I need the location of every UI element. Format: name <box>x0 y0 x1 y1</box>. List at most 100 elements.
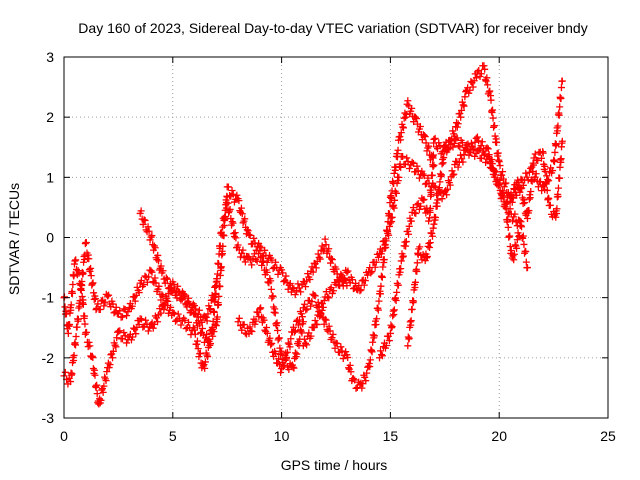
data-point-marker <box>307 332 315 340</box>
data-point-marker <box>214 301 222 309</box>
data-point-marker <box>154 251 162 259</box>
data-point-marker <box>499 193 507 201</box>
data-point-marker <box>427 190 435 198</box>
data-point-marker <box>450 170 458 178</box>
data-point-marker <box>480 62 488 70</box>
data-point-marker <box>473 133 481 141</box>
data-point-marker <box>381 241 389 249</box>
data-point-marker <box>239 246 247 254</box>
data-point-marker <box>363 369 371 377</box>
data-point-marker <box>428 171 436 179</box>
data-point-marker <box>291 349 299 357</box>
data-point-marker <box>267 341 275 349</box>
data-point-marker <box>253 257 261 265</box>
data-point-marker <box>275 355 283 363</box>
data-point-marker <box>263 329 271 337</box>
data-point-marker <box>458 155 466 163</box>
data-point-marker <box>546 201 554 209</box>
data-point-marker <box>504 209 512 217</box>
data-point-marker <box>325 294 333 302</box>
data-point-marker <box>328 334 336 342</box>
data-point-marker <box>558 77 566 85</box>
data-point-marker <box>376 290 384 298</box>
data-point-marker <box>543 186 551 194</box>
data-point-marker <box>412 113 420 121</box>
data-point-marker <box>478 138 486 146</box>
data-point-marker <box>191 330 199 338</box>
data-point-marker <box>101 298 109 306</box>
data-point-marker <box>163 294 171 302</box>
data-point-marker <box>293 350 301 358</box>
data-point-marker <box>377 347 385 355</box>
data-point-marker <box>446 181 454 189</box>
data-point-marker <box>225 209 233 217</box>
data-point-marker <box>531 150 539 158</box>
data-point-marker <box>246 323 254 331</box>
data-point-marker <box>303 277 311 285</box>
data-point-marker <box>394 281 402 289</box>
data-point-marker <box>518 223 526 231</box>
data-point-marker <box>344 354 352 362</box>
data-point-marker <box>487 96 495 104</box>
data-point-marker <box>402 238 410 246</box>
data-point-marker <box>322 316 330 324</box>
data-point-marker <box>498 187 506 195</box>
data-point-marker <box>375 297 383 305</box>
data-point-marker <box>500 183 508 191</box>
data-point-marker <box>219 223 227 231</box>
data-point-marker <box>326 327 334 335</box>
data-point-marker <box>351 376 359 384</box>
data-point-marker <box>176 288 184 296</box>
data-point-marker <box>322 241 330 249</box>
data-point-marker <box>316 312 324 320</box>
data-point-marker <box>329 330 337 338</box>
data-point-marker <box>141 272 149 280</box>
data-point-marker <box>337 343 345 351</box>
data-point-marker <box>408 104 416 112</box>
data-point-marker <box>129 333 137 341</box>
data-point-marker <box>306 275 314 283</box>
data-point-marker <box>290 328 298 336</box>
data-point-marker <box>421 133 429 141</box>
data-point-marker <box>368 268 376 276</box>
data-point-marker <box>272 258 280 266</box>
data-point-marker <box>131 297 139 305</box>
data-point-marker <box>416 122 424 130</box>
data-point-marker <box>263 258 271 266</box>
data-point-marker <box>144 327 152 335</box>
data-point-marker <box>534 183 542 191</box>
data-point-marker <box>460 102 468 110</box>
y-tick-label: -1 <box>42 290 55 306</box>
data-point-marker <box>356 287 364 295</box>
data-point-marker <box>135 321 143 329</box>
data-point-marker <box>73 271 81 279</box>
data-point-marker <box>193 337 201 345</box>
data-point-marker <box>315 253 323 261</box>
data-point-marker <box>211 283 219 291</box>
data-point-marker <box>333 276 341 284</box>
data-point-marker <box>325 245 333 253</box>
data-point-marker <box>235 314 243 322</box>
data-point-marker <box>553 205 561 213</box>
data-point-marker <box>297 288 305 296</box>
data-point-marker <box>66 321 74 329</box>
data-point-marker <box>486 87 494 95</box>
data-point-marker <box>407 217 415 225</box>
data-point-marker <box>484 145 492 153</box>
data-point-marker <box>419 170 427 178</box>
data-point-marker <box>204 353 212 361</box>
data-point-marker <box>409 159 417 167</box>
data-point-marker <box>95 400 103 408</box>
data-point-marker <box>409 204 417 212</box>
data-point-marker <box>554 192 562 200</box>
data-point-marker <box>454 142 462 150</box>
data-point-marker <box>75 269 83 277</box>
y-tick-label: -2 <box>42 350 55 366</box>
data-point-marker <box>357 286 365 294</box>
data-point-marker <box>554 184 562 192</box>
data-point-marker <box>386 329 394 337</box>
y-tick-label: 3 <box>46 49 54 65</box>
data-point-marker <box>307 302 315 310</box>
data-point-marker <box>169 308 177 316</box>
data-point-marker <box>423 254 431 262</box>
